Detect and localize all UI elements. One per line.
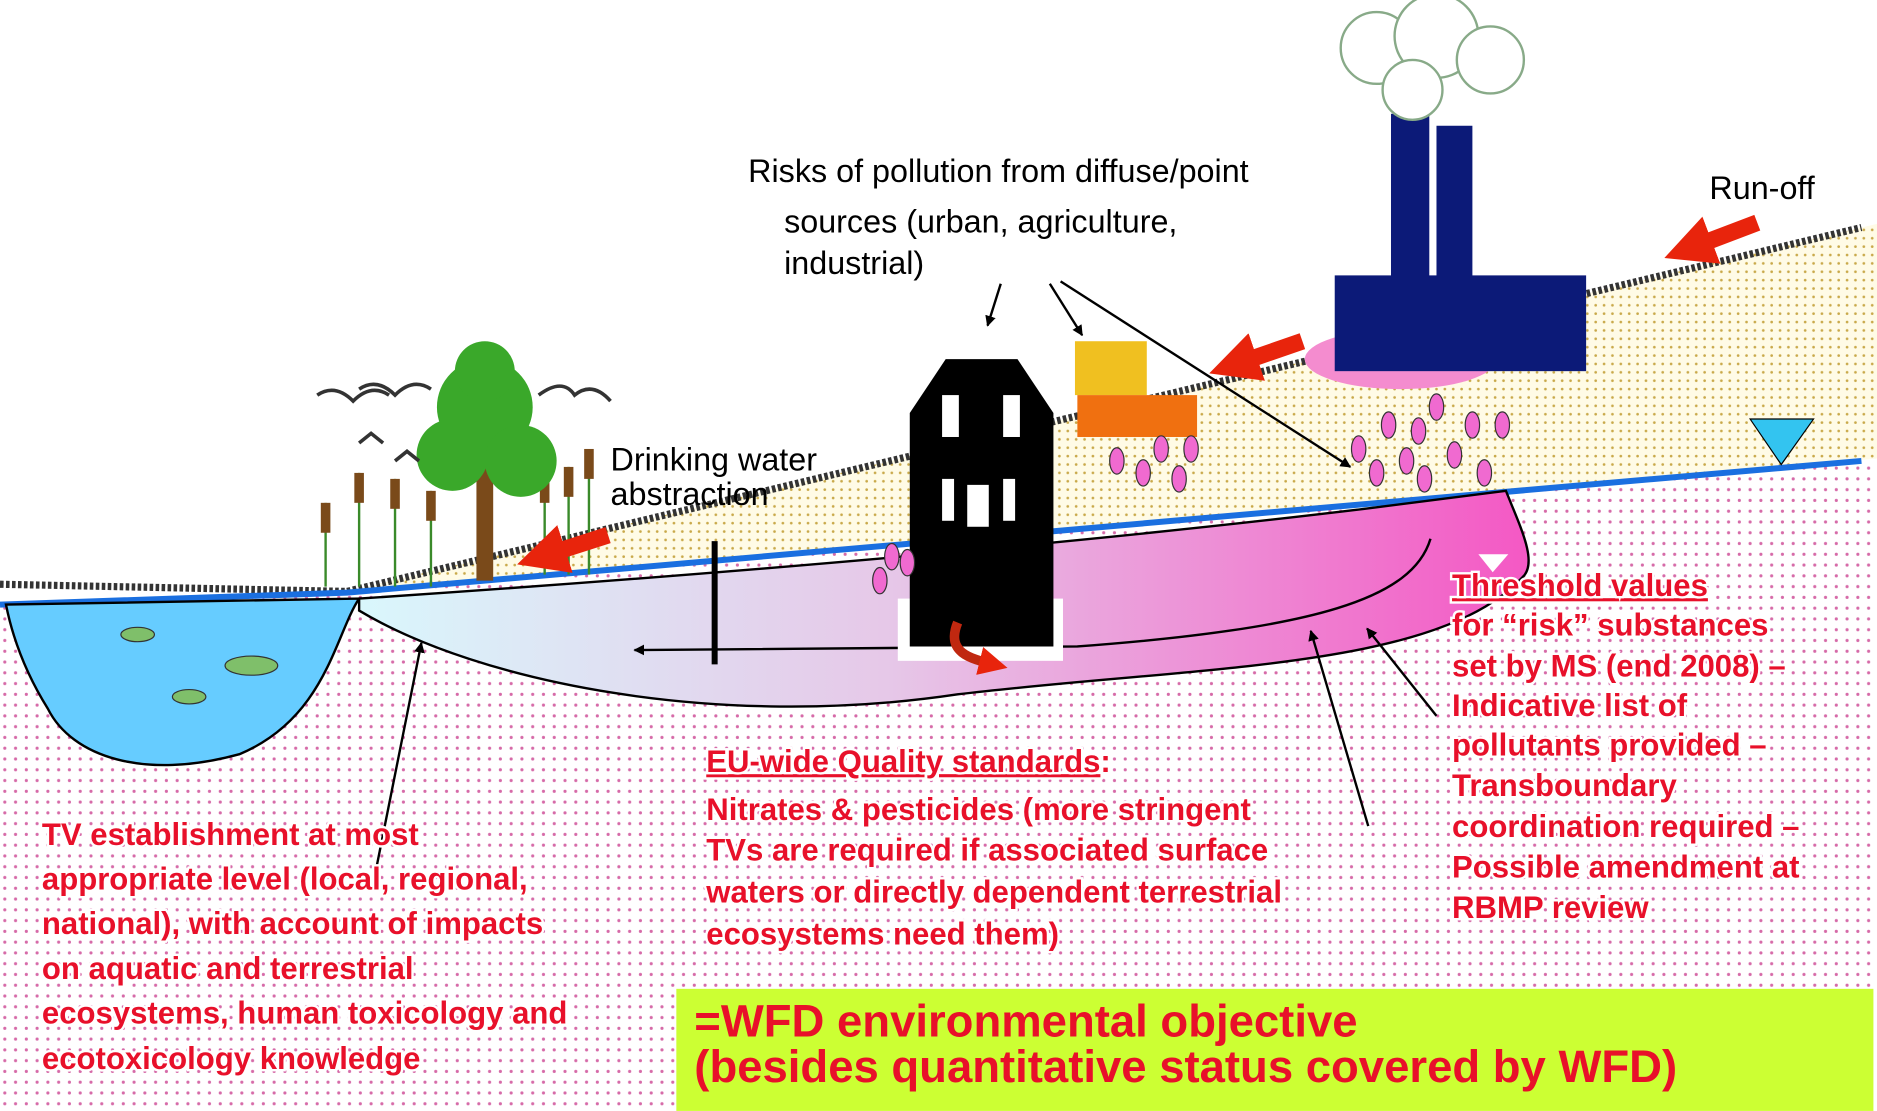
diagram: Risks of pollution from diffuse/point so… bbox=[0, 0, 1877, 1111]
text-line: industrial) bbox=[784, 245, 924, 281]
text-line: =WFD environmental objective bbox=[694, 996, 1357, 1047]
text-line: set by MS (end 2008) – bbox=[1452, 648, 1786, 683]
text-line: Drinking water bbox=[611, 442, 818, 478]
text-line: waters or directly dependent terrestrial bbox=[705, 875, 1282, 910]
text-line: (besides quantitative status covered by … bbox=[694, 1041, 1677, 1092]
text-line: ecosystems, human toxicology and bbox=[42, 996, 568, 1031]
field bbox=[1077, 395, 1197, 437]
text-line: RBMP review bbox=[1452, 890, 1649, 925]
text-line: sources (urban, agriculture, bbox=[784, 203, 1177, 239]
factory bbox=[1335, 275, 1586, 371]
stack bbox=[1391, 114, 1429, 282]
text-line: TVs are required if associated surface bbox=[706, 833, 1268, 868]
tractor bbox=[1075, 341, 1147, 395]
text-line: Indicative list of bbox=[1452, 688, 1688, 723]
text-line: on aquatic and terrestrial bbox=[42, 951, 414, 986]
text-line: ecosystems need them) bbox=[706, 917, 1059, 952]
text-line: Nitrates & pesticides (more stringent bbox=[706, 792, 1251, 827]
text-line: Threshold values bbox=[1452, 568, 1708, 603]
text-line: : bbox=[1100, 744, 1110, 779]
text-line: coordination required – bbox=[1452, 809, 1799, 844]
text-line: appropriate level (local, regional, bbox=[42, 861, 528, 896]
text-line: abstraction bbox=[611, 476, 769, 512]
smoke bbox=[1341, 0, 1524, 120]
text-line: pollutants provided – bbox=[1452, 727, 1767, 762]
text-line: ecotoxicology knowledge bbox=[42, 1041, 421, 1076]
pollution-label: Risks of pollution from diffuse/point so… bbox=[748, 153, 1257, 281]
stack bbox=[1436, 126, 1472, 282]
text-line: for “risk” substances bbox=[1452, 608, 1768, 643]
surface bbox=[0, 584, 347, 591]
text-line: Possible amendment at bbox=[1452, 850, 1799, 885]
text-line: national), with account of impacts bbox=[42, 906, 543, 941]
text-line: EU-wide Quality standards bbox=[706, 744, 1100, 779]
text-line: Transboundary bbox=[1452, 768, 1677, 803]
runoff-label: Run-off bbox=[1709, 170, 1815, 206]
threshold-note: Threshold values for “risk” substances s… bbox=[1452, 568, 1808, 925]
text-line: Risks of pollution from diffuse/point bbox=[748, 153, 1249, 189]
text-line: TV establishment at most bbox=[42, 817, 419, 852]
